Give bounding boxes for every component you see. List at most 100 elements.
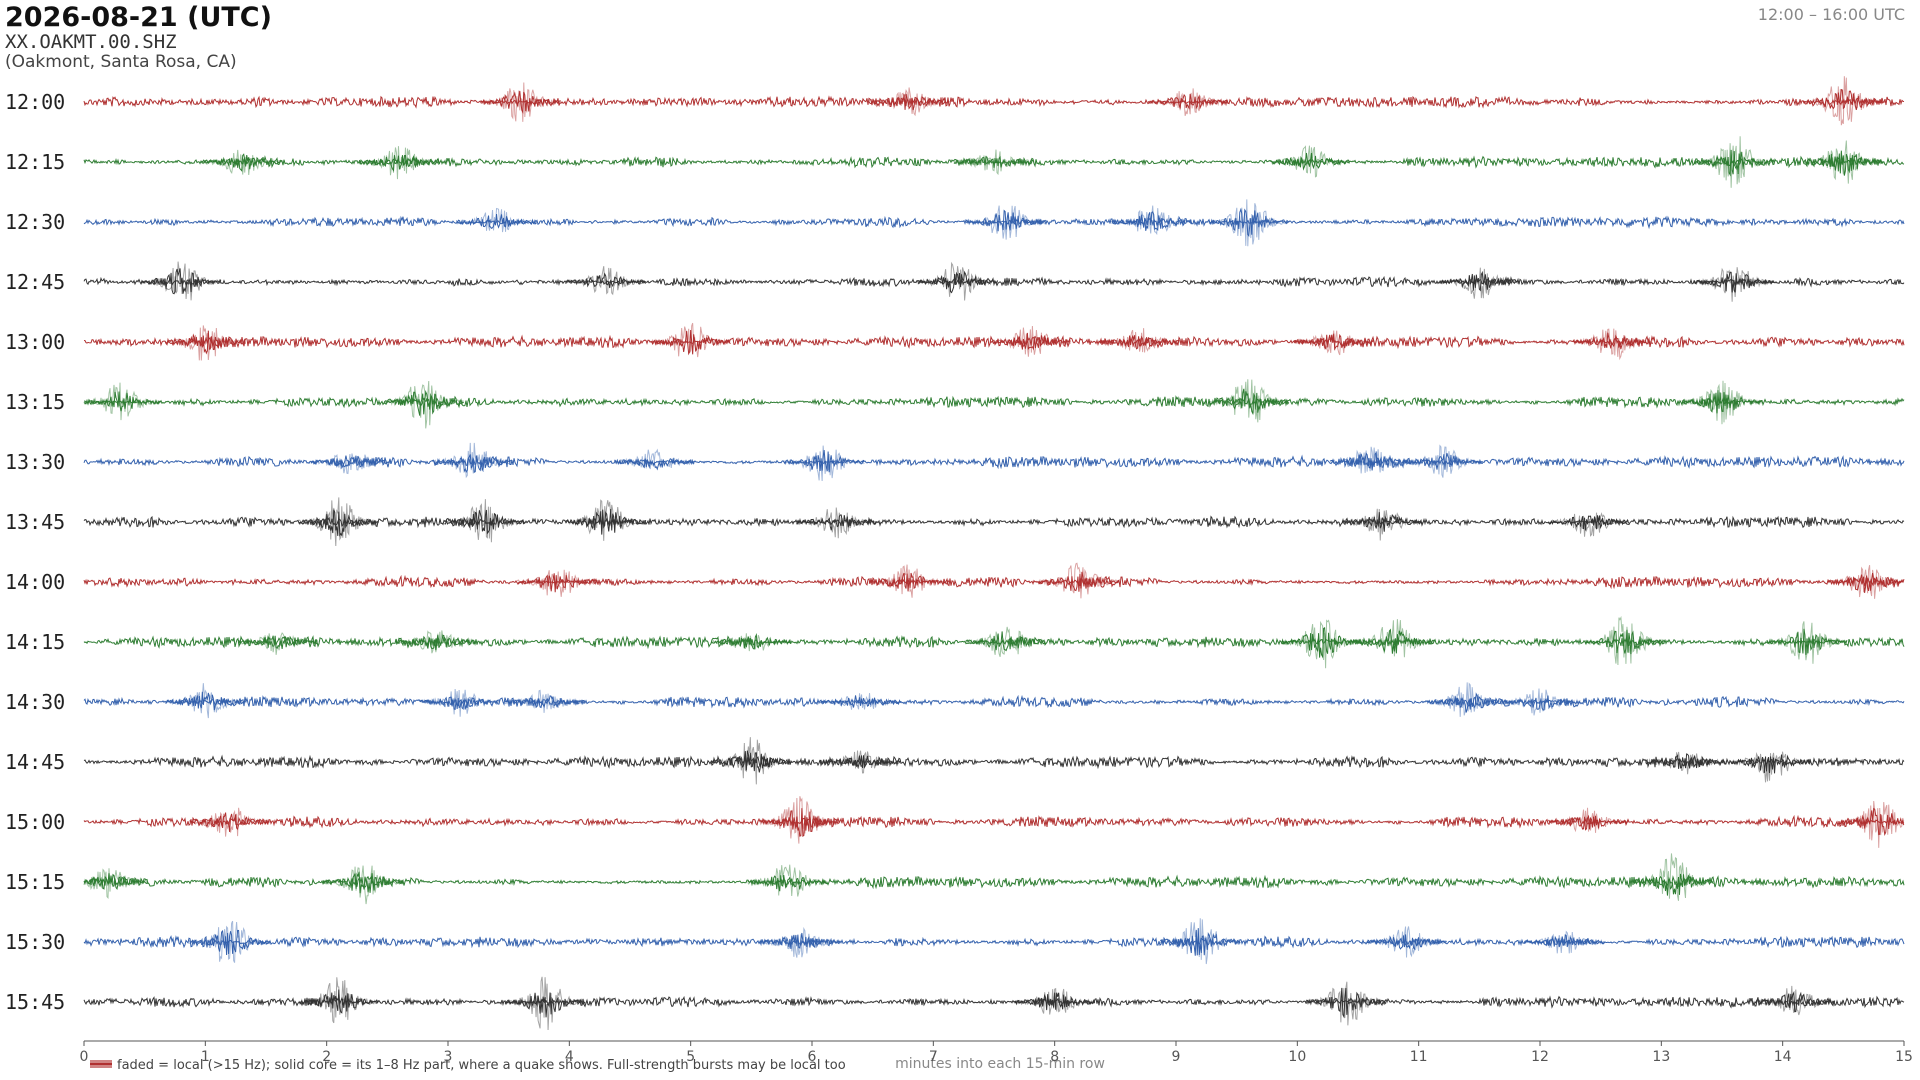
burst-core <box>165 691 246 711</box>
burst <box>565 499 647 541</box>
burst <box>565 266 647 296</box>
burst-core <box>1827 573 1904 593</box>
time-range: 12:00 – 16:00 UTC <box>1758 5 1905 24</box>
burst-core <box>614 457 695 471</box>
burst <box>1111 205 1193 236</box>
burst <box>820 750 901 774</box>
burst <box>1633 853 1714 901</box>
burst <box>189 920 270 963</box>
burst-core <box>1354 628 1435 654</box>
burst-core <box>310 455 392 469</box>
row-label: 12:00 <box>5 90 65 114</box>
burst-core <box>1439 270 1520 292</box>
burst-core <box>1329 451 1411 471</box>
burst-core <box>1681 390 1763 414</box>
burst-faded <box>1548 807 1629 833</box>
burst <box>1681 380 1763 425</box>
burst <box>83 868 149 900</box>
burst <box>796 507 877 539</box>
burst-core <box>298 509 379 537</box>
burst <box>1524 930 1605 954</box>
burst <box>431 442 513 479</box>
burst <box>322 865 404 905</box>
burst <box>1014 987 1096 1015</box>
burst-faded <box>1693 267 1775 302</box>
burst-core <box>1147 93 1229 110</box>
row-label: 15:00 <box>5 810 65 834</box>
burst <box>1438 267 1520 299</box>
burst-core <box>953 155 1035 168</box>
burst <box>759 926 841 958</box>
burst <box>237 632 319 655</box>
burst-core <box>965 631 1047 652</box>
burst <box>1572 328 1654 361</box>
burst-core <box>1402 453 1483 470</box>
burst <box>710 737 792 785</box>
burst-faded <box>1014 987 1096 1015</box>
burst-core <box>759 932 841 949</box>
burst-faded <box>83 382 161 421</box>
burst-faded <box>747 864 828 897</box>
burst <box>1159 918 1241 965</box>
burst-core <box>783 450 865 473</box>
trace <box>83 935 1905 949</box>
row-label: 14:45 <box>5 750 65 774</box>
trace <box>83 814 1905 829</box>
burst <box>1693 136 1775 188</box>
burst-core <box>480 90 561 114</box>
row-label: 13:30 <box>5 450 65 474</box>
burst <box>456 207 537 233</box>
trace <box>83 694 1905 709</box>
trace <box>83 215 1905 230</box>
burst-core <box>1499 695 1581 711</box>
burst <box>820 693 901 710</box>
burst <box>504 976 586 1031</box>
burst-core <box>796 514 877 531</box>
burst-core <box>820 695 901 708</box>
burst-core <box>383 389 464 416</box>
trace <box>83 454 1905 470</box>
burst <box>613 448 695 471</box>
burst-core <box>1754 990 1836 1013</box>
burst <box>298 497 380 547</box>
burst-core <box>1730 754 1811 774</box>
burst <box>504 689 586 713</box>
burst <box>868 87 950 117</box>
burst-core <box>504 695 586 709</box>
burst <box>140 261 222 301</box>
burst-faded <box>1803 140 1884 184</box>
x-tick-label: 6 <box>808 1049 817 1065</box>
burst <box>480 82 562 122</box>
burst-faded <box>395 630 477 654</box>
burst-core <box>1645 753 1726 769</box>
x-tick-label: 11 <box>1410 1049 1428 1065</box>
burst <box>165 683 246 719</box>
trace <box>83 155 1905 169</box>
burst-core <box>710 750 792 773</box>
burst-core <box>83 873 149 890</box>
x-tick-label: 9 <box>1172 1049 1181 1065</box>
trace <box>83 574 1905 590</box>
burst <box>516 569 598 597</box>
burst <box>1329 446 1411 474</box>
burst-faded <box>383 380 464 429</box>
burst <box>298 977 380 1024</box>
burst <box>1548 512 1630 537</box>
burst-core <box>189 812 270 832</box>
burst-core <box>1341 512 1423 532</box>
burst <box>868 564 950 598</box>
burst-core <box>1802 88 1884 111</box>
trace <box>83 995 1905 1009</box>
burst-core <box>1633 873 1714 896</box>
burst-core <box>1584 629 1666 655</box>
burst-faded <box>1208 199 1290 247</box>
x-tick-label: 1 <box>201 1049 210 1065</box>
row-label: 14:30 <box>5 690 65 714</box>
burst-core <box>1099 334 1180 350</box>
burst-core <box>1208 207 1289 238</box>
burst <box>1208 199 1290 247</box>
burst-core <box>650 329 731 356</box>
burst <box>189 807 270 837</box>
burst-core <box>1293 333 1375 351</box>
burst-core <box>456 214 537 229</box>
